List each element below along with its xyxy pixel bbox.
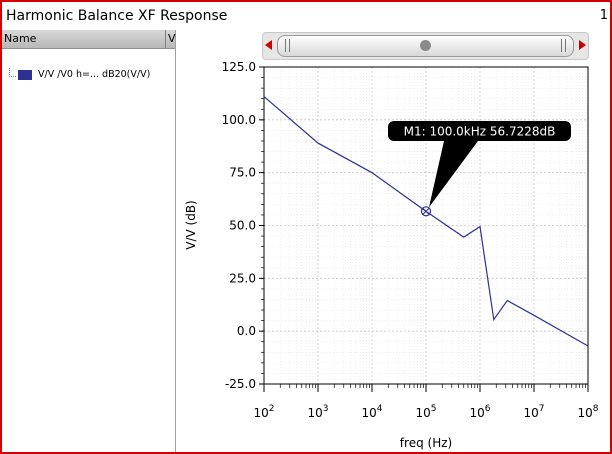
- xf-response-chart[interactable]: 125.0 100.0 75.0 50.0 25.0 0.0 -25.0 102 103 104…: [178, 58, 608, 450]
- x-axis-label: freq (Hz): [400, 436, 452, 450]
- x-tick-label: 102: [253, 404, 274, 420]
- marker-label-box[interactable]: [388, 121, 571, 141]
- y-tick-label: -25.0: [225, 377, 256, 391]
- marker-cross-b: [422, 207, 430, 215]
- column-separator[interactable]: [165, 30, 166, 48]
- trace-line[interactable]: [263, 96, 589, 347]
- marker-label: M1: 100.0kHz 56.7228dB: [404, 125, 556, 139]
- x-tick-label: 107: [523, 404, 544, 420]
- trace-tree-item[interactable]: V/V /V0 h=... dB20(V/V): [6, 68, 174, 84]
- scroll-left-arrow-icon[interactable]: [265, 40, 272, 50]
- x-tick-label: 104: [361, 404, 382, 420]
- y-tick-label: 0.0: [237, 324, 256, 338]
- tree-connector-icon: [9, 68, 16, 77]
- trace-color-swatch: [18, 70, 32, 80]
- column-header-name[interactable]: Name: [4, 32, 37, 45]
- trace-label[interactable]: V/V /V0 h=... dB20(V/V): [38, 69, 151, 80]
- y-axis-ticks: 125.0 100.0 75.0 50.0 25.0 0.0 -25.0: [222, 60, 264, 391]
- y-tick-label: 125.0: [222, 60, 256, 74]
- x-tick-label: 106: [469, 404, 490, 420]
- x-tick-label: 103: [307, 404, 328, 420]
- x-tick-label: 105: [415, 404, 436, 420]
- scroll-thumb[interactable]: [277, 35, 574, 57]
- y-axis-label: V/V (dB): [184, 200, 198, 250]
- y-tick-label: 25.0: [229, 271, 256, 285]
- x-axis-ticks: 102 103 104 105 106 107 108: [253, 384, 599, 420]
- title-bar: Harmonic Balance XF Response 1: [2, 2, 610, 30]
- scroll-right-arrow-icon[interactable]: [579, 40, 586, 50]
- thumb-left-grip-icon[interactable]: [285, 39, 290, 52]
- thumb-center-grip-icon[interactable]: [420, 40, 431, 51]
- window-title: Harmonic Balance XF Response: [6, 8, 228, 24]
- chart-grid: [263, 66, 589, 385]
- trace-tree-panel: Name V V/V /V0 h=... dB20(V/V): [2, 30, 176, 452]
- thumb-right-grip-icon[interactable]: [561, 39, 566, 52]
- marker-pointer: [429, 141, 478, 208]
- x-axis-scrollbar[interactable]: [262, 32, 589, 60]
- tree-column-header: Name V: [2, 30, 176, 49]
- marker-m1[interactable]: M1: 100.0kHz 56.7228dB: [388, 121, 571, 217]
- y-tick-label: 50.0: [229, 219, 256, 233]
- page-number: 1: [599, 8, 608, 23]
- x-tick-label: 108: [577, 404, 598, 420]
- y-tick-label: 75.0: [229, 166, 256, 180]
- marker-circle-icon[interactable]: [420, 206, 432, 217]
- column-header-v[interactable]: V: [168, 32, 176, 45]
- y-tick-label: 100.0: [222, 113, 256, 127]
